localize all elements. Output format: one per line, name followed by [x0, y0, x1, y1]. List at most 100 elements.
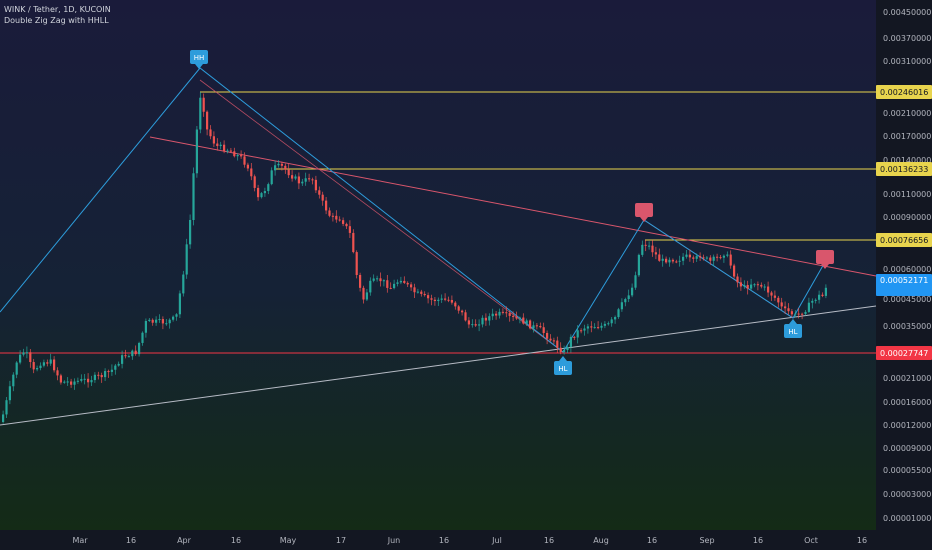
candle: [175, 314, 178, 317]
candle: [25, 352, 28, 354]
chart-title: WINK / Tether, 1D, KUCOIN Double Zig Zag…: [4, 4, 111, 26]
candle: [396, 282, 399, 284]
candle: [447, 299, 450, 301]
candle: [807, 302, 810, 312]
candle: [739, 282, 742, 287]
candle: [627, 295, 630, 300]
candle: [352, 232, 355, 253]
candle: [678, 260, 681, 262]
candle: [767, 286, 770, 293]
price-tick-label: 0.00045000: [883, 295, 931, 304]
candle: [66, 381, 69, 383]
price-tick-label: 0.00370000: [883, 34, 931, 43]
candle: [236, 155, 239, 157]
candle: [563, 350, 566, 353]
candle: [338, 219, 341, 221]
candle: [172, 316, 175, 320]
candle: [134, 350, 137, 355]
candle: [461, 310, 464, 313]
pivot-high-marker: [635, 203, 653, 222]
pivot-low-marker: HL: [554, 356, 572, 375]
candle: [559, 347, 562, 353]
candle: [716, 256, 719, 258]
pivot-high-marker: [816, 250, 834, 269]
candle: [63, 381, 66, 383]
price-tick-label: 0.00140000: [883, 156, 931, 165]
pivot-box: [635, 203, 653, 217]
candle: [32, 362, 35, 370]
pivot-box: [784, 324, 802, 338]
candle: [454, 302, 457, 307]
time-tick-label: May: [280, 536, 297, 545]
candle: [382, 280, 385, 282]
time-tick-label: 16: [544, 536, 554, 545]
candle: [501, 311, 504, 313]
candle: [821, 294, 824, 296]
candle: [22, 352, 25, 355]
candle: [246, 164, 249, 169]
candle: [631, 287, 634, 296]
candle: [705, 257, 708, 259]
candle: [770, 292, 773, 296]
candle: [229, 150, 232, 152]
candle: [508, 313, 511, 316]
candle: [263, 191, 266, 194]
candle: [280, 163, 283, 166]
candle: [138, 342, 141, 355]
candle: [658, 254, 661, 261]
candle: [423, 293, 426, 296]
time-tick-label: 17: [336, 536, 346, 545]
candle: [515, 316, 518, 319]
symbol-title: WINK / Tether, 1D, KUCOIN: [4, 5, 111, 14]
candle: [580, 330, 583, 332]
candle: [274, 165, 277, 171]
price-tick-label: 0.00450000: [883, 8, 931, 17]
candle: [121, 355, 124, 364]
candle: [590, 326, 593, 328]
candle: [818, 294, 821, 300]
candle: [495, 313, 498, 316]
price-tick-label: 0.00016000: [883, 398, 931, 407]
candle: [750, 284, 753, 289]
candle: [223, 144, 226, 152]
candle: [212, 136, 215, 144]
time-axis-panel: [0, 530, 876, 550]
candle: [719, 257, 722, 259]
candle: [756, 284, 759, 286]
candle: [294, 176, 297, 179]
time-tick-label: Apr: [177, 536, 192, 545]
candle: [15, 362, 18, 375]
candle: [127, 356, 130, 358]
candle: [321, 194, 324, 201]
candle: [610, 319, 613, 324]
candle: [355, 252, 358, 275]
time-tick-label: 16: [231, 536, 241, 545]
candle: [386, 280, 389, 288]
time-tick-label: 16: [126, 536, 136, 545]
candle: [634, 275, 637, 288]
candle: [304, 178, 307, 182]
candle: [97, 374, 100, 376]
price-tick-label: 0.00001000: [883, 514, 931, 523]
resistance-trendline: [149, 136, 877, 277]
candle: [202, 97, 205, 112]
pivot-pointer: [195, 64, 203, 69]
candle: [277, 163, 280, 166]
price-tick-label: 0.00009000: [883, 444, 931, 453]
candle: [226, 150, 229, 152]
candle: [675, 261, 678, 263]
time-tick-label: Jul: [491, 536, 502, 545]
current-price-tag: [876, 274, 932, 296]
candle: [450, 299, 453, 303]
candle: [406, 282, 409, 285]
candle: [301, 181, 304, 184]
candle: [430, 298, 433, 300]
candle: [699, 256, 702, 258]
pivot-label: HL: [558, 365, 567, 373]
candle: [311, 179, 314, 181]
candle: [318, 190, 321, 195]
pivot-label: HL: [788, 328, 797, 336]
candle: [784, 306, 787, 309]
